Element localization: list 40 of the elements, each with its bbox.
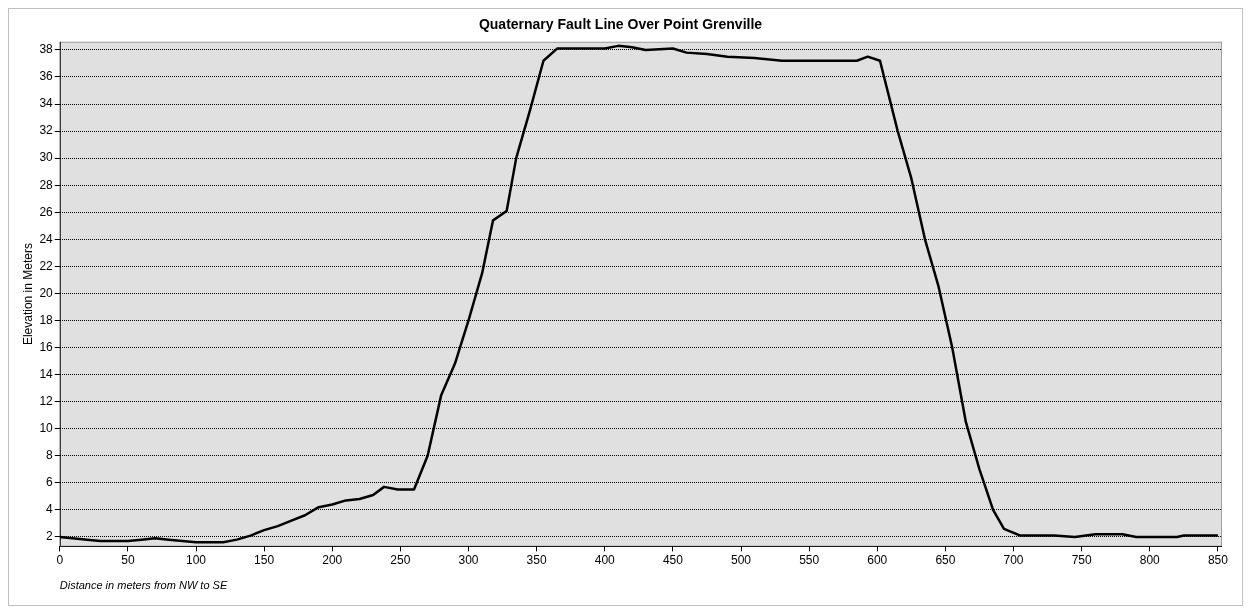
x-tick-label: 400 (594, 552, 616, 567)
x-tick-label: 200 (322, 552, 343, 567)
y-tick-label: 36 (39, 69, 54, 84)
y-tick-label: 12 (39, 393, 54, 408)
y-axis-title: Elevation in Meters (20, 243, 35, 346)
y-tick-label: 6 (46, 475, 54, 490)
y-tick-label: 4 (46, 502, 54, 517)
y-tick-label: 24 (39, 231, 54, 246)
y-tick-label: 18 (39, 312, 54, 327)
x-tick-label: 850 (1207, 552, 1229, 567)
y-tick-label: 22 (39, 258, 54, 273)
y-tick-label: 10 (39, 421, 54, 436)
y-tick-label: 32 (39, 123, 54, 138)
x-tick-label: 300 (458, 552, 479, 567)
y-tick-label: 38 (39, 42, 54, 57)
y-tick-label: 26 (39, 204, 54, 219)
chart-title: Quaternary Fault Line Over Point Grenville (478, 16, 763, 33)
y-tick-label: 2 (46, 529, 54, 544)
y-tick-label: 34 (39, 96, 54, 111)
x-tick-label: 250 (390, 552, 411, 567)
x-axis-title: Distance in meters from NW to SE (59, 579, 228, 592)
x-tick-label: 150 (254, 552, 275, 567)
x-tick-label: 750 (1071, 552, 1092, 567)
y-tick-label: 16 (39, 339, 54, 354)
y-tick-label: 20 (39, 285, 54, 300)
x-tick-label: 700 (1003, 552, 1024, 567)
x-tick-label: 600 (867, 552, 888, 567)
x-tick-label: 550 (799, 552, 820, 567)
y-tick-label: 28 (39, 177, 54, 192)
x-tick-label: 800 (1139, 552, 1161, 567)
x-tick-label: 0 (56, 552, 64, 567)
x-tick-label: 450 (662, 552, 684, 567)
y-tick-label: 30 (39, 150, 54, 165)
x-tick-label: 100 (185, 552, 207, 567)
y-tick-label: 8 (46, 448, 54, 463)
x-tick-label: 350 (526, 552, 547, 567)
x-tick-label: 650 (935, 552, 956, 567)
y-tick-label: 14 (39, 366, 54, 381)
x-tick-label: 500 (731, 552, 752, 567)
x-tick-label: 50 (121, 552, 135, 567)
